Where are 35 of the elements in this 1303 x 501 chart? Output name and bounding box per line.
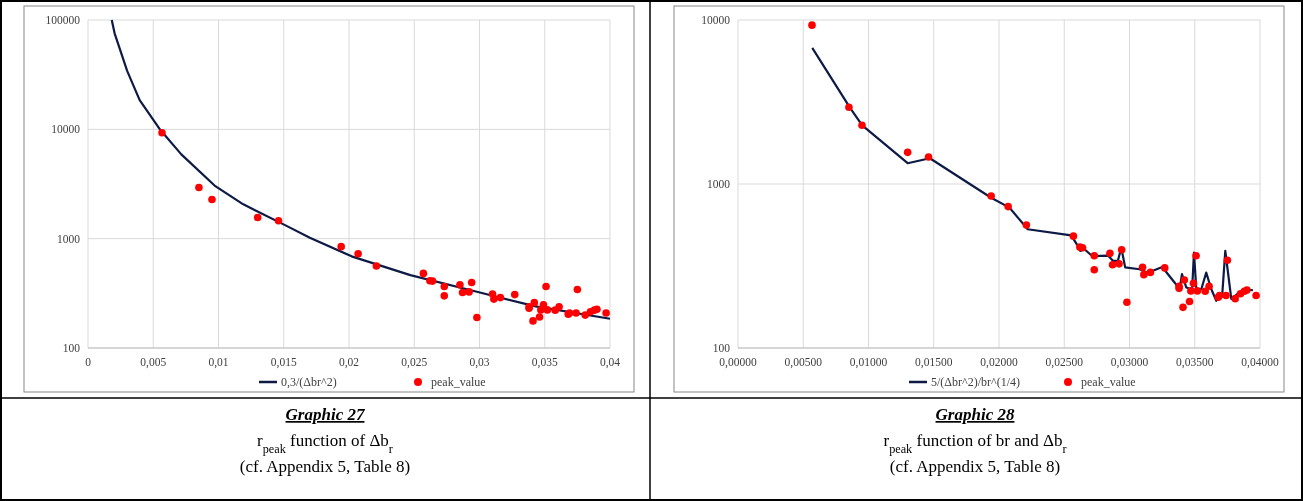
text: (cf. Appendix 5, Table 8) bbox=[239, 457, 411, 476]
x-tick-label: 0,04000 bbox=[1241, 356, 1279, 369]
text: Graphic 27 bbox=[285, 405, 366, 424]
legend-label: 5/(Δbr^2)/br^(1/4) bbox=[931, 375, 1020, 389]
x-tick-label: 0,02500 bbox=[1045, 356, 1084, 369]
legend-label: 0,3/(Δbr^2) bbox=[281, 375, 337, 389]
x-tick-label: 0,015 bbox=[270, 356, 297, 369]
y-tick-label: 10000 bbox=[701, 14, 731, 26]
x-tick-label: 0,00500 bbox=[784, 356, 823, 369]
x-tick-label: 0 bbox=[85, 356, 92, 368]
y-tick-label: 1000 bbox=[707, 178, 731, 190]
y-tick-label: 100 bbox=[62, 342, 81, 354]
x-tick-label: 0,04 bbox=[599, 356, 621, 369]
y-tick-label: 100 bbox=[712, 342, 731, 354]
x-tick-label: 0,03500 bbox=[1176, 356, 1214, 369]
text: Graphic 28 bbox=[935, 405, 1015, 424]
x-tick-label: 0,005 bbox=[140, 356, 167, 369]
y-tick-label: 100000 bbox=[45, 14, 81, 26]
text: r$_{peak}$ function of Δb$_{r}$ bbox=[257, 431, 393, 456]
legend-label: peak_value bbox=[1081, 375, 1136, 389]
text: (cf. Appendix 5, Table 8) bbox=[889, 457, 1061, 476]
x-tick-label: 0,00000 bbox=[719, 356, 757, 369]
x-tick-label: 0,02000 bbox=[980, 356, 1018, 369]
y-tick-label: 1000 bbox=[57, 232, 81, 245]
x-tick-label: 0,03000 bbox=[1110, 356, 1149, 369]
x-tick-label: 0,025 bbox=[401, 356, 428, 369]
x-tick-label: 0,02 bbox=[338, 356, 360, 369]
y-tick-label: 10000 bbox=[51, 123, 81, 136]
x-tick-label: 0,01000 bbox=[849, 356, 888, 369]
x-tick-label: 0,01500 bbox=[915, 356, 953, 369]
x-tick-label: 0,035 bbox=[531, 356, 558, 369]
legend-label: peak_value bbox=[431, 375, 486, 389]
text: r$_{peak}$ function of br and Δb$_{r}$ bbox=[883, 431, 1067, 456]
x-tick-label: 0,03 bbox=[469, 356, 490, 369]
x-tick-label: 0,01 bbox=[208, 356, 229, 369]
